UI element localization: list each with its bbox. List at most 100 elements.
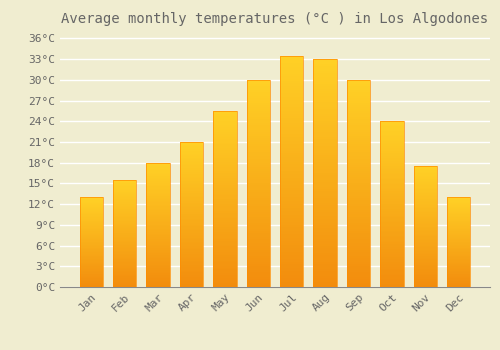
Bar xyxy=(280,74,303,77)
Bar xyxy=(80,270,103,271)
Bar xyxy=(414,206,437,207)
Bar xyxy=(146,183,170,184)
Bar xyxy=(213,229,236,231)
Bar xyxy=(180,142,203,287)
Bar xyxy=(146,281,170,282)
Bar xyxy=(347,103,370,105)
Bar xyxy=(146,250,170,251)
Bar xyxy=(213,111,236,113)
Bar xyxy=(314,196,337,198)
Bar xyxy=(347,208,370,210)
Bar xyxy=(80,265,103,266)
Bar xyxy=(347,100,370,103)
Bar xyxy=(280,56,303,58)
Bar xyxy=(146,246,170,247)
Bar xyxy=(180,171,203,173)
Bar xyxy=(380,272,404,274)
Bar xyxy=(280,67,303,70)
Bar xyxy=(414,180,437,181)
Bar xyxy=(80,275,103,276)
Bar xyxy=(414,274,437,275)
Bar xyxy=(314,280,337,282)
Bar xyxy=(80,277,103,278)
Bar xyxy=(113,254,136,255)
Bar xyxy=(347,107,370,109)
Bar xyxy=(280,273,303,275)
Bar xyxy=(246,188,270,190)
Bar xyxy=(180,278,203,280)
Bar xyxy=(113,265,136,266)
Bar xyxy=(447,266,470,267)
Bar xyxy=(447,242,470,243)
Bar xyxy=(246,246,270,248)
Bar xyxy=(280,278,303,280)
Bar xyxy=(80,264,103,265)
Bar xyxy=(113,245,136,246)
Bar xyxy=(180,175,203,177)
Bar xyxy=(447,234,470,235)
Bar xyxy=(347,132,370,134)
Bar xyxy=(414,273,437,274)
Bar xyxy=(246,268,270,271)
Bar xyxy=(280,102,303,104)
Bar xyxy=(447,229,470,230)
Bar xyxy=(280,144,303,146)
Bar xyxy=(213,204,236,206)
Bar xyxy=(213,227,236,229)
Bar xyxy=(380,226,404,228)
Bar xyxy=(314,162,337,164)
Bar xyxy=(280,178,303,181)
Bar xyxy=(213,123,236,125)
Bar xyxy=(113,275,136,276)
Bar xyxy=(414,269,437,270)
Bar xyxy=(146,224,170,225)
Bar xyxy=(246,273,270,274)
Bar xyxy=(213,284,236,285)
Bar xyxy=(146,277,170,278)
Bar xyxy=(80,237,103,238)
Bar xyxy=(414,244,437,245)
Bar xyxy=(246,256,270,258)
Bar xyxy=(246,80,270,82)
Bar xyxy=(380,246,404,247)
Bar xyxy=(246,132,270,134)
Bar xyxy=(280,125,303,127)
Bar xyxy=(213,239,236,241)
Bar xyxy=(113,225,136,226)
Bar xyxy=(314,191,337,194)
Bar xyxy=(380,128,404,130)
Bar xyxy=(113,195,136,196)
Bar xyxy=(80,257,103,258)
Bar xyxy=(113,203,136,205)
Bar xyxy=(414,263,437,264)
Bar xyxy=(280,113,303,116)
Bar xyxy=(447,285,470,286)
Bar xyxy=(213,152,236,153)
Bar xyxy=(447,207,470,208)
Bar xyxy=(280,181,303,183)
Bar xyxy=(447,258,470,259)
Bar xyxy=(213,278,236,280)
Bar xyxy=(246,281,270,283)
Bar xyxy=(146,274,170,276)
Bar xyxy=(246,285,270,287)
Bar xyxy=(80,256,103,257)
Bar xyxy=(380,247,404,249)
Bar xyxy=(347,117,370,119)
Bar xyxy=(314,269,337,271)
Bar xyxy=(414,264,437,265)
Bar xyxy=(314,141,337,144)
Bar xyxy=(246,260,270,262)
Bar xyxy=(347,138,370,140)
Bar xyxy=(80,250,103,251)
Bar xyxy=(213,181,236,183)
Bar xyxy=(80,278,103,279)
Bar xyxy=(314,96,337,98)
Bar xyxy=(146,199,170,200)
Bar xyxy=(380,211,404,212)
Bar xyxy=(314,144,337,146)
Bar xyxy=(347,90,370,92)
Bar xyxy=(414,276,437,277)
Bar xyxy=(380,254,404,256)
Bar xyxy=(347,202,370,204)
